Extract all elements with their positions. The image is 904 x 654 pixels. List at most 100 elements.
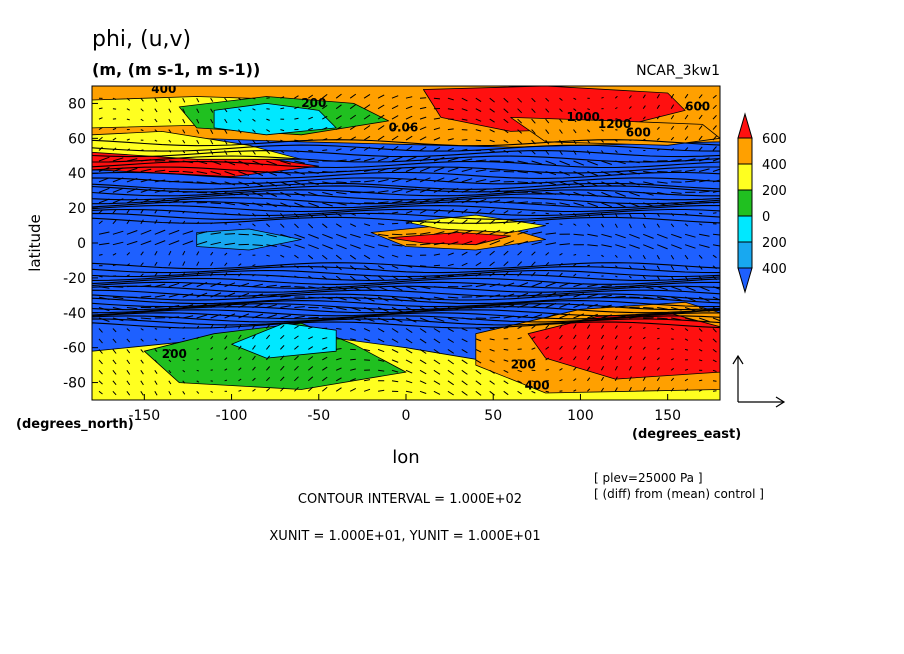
wind-vector (266, 191, 277, 197)
wind-vector (419, 136, 427, 141)
wind-vector (322, 149, 328, 151)
wind-vector (322, 212, 328, 218)
wind-vector (377, 146, 385, 151)
wind-vector (670, 377, 675, 382)
wind-vector (294, 286, 305, 288)
wind-vector (671, 202, 682, 206)
wind-vector (224, 139, 228, 145)
jet-contour-2-4 (92, 277, 720, 285)
wind-vector (503, 359, 509, 362)
wind-vector (224, 324, 228, 329)
wind-vector (140, 251, 144, 256)
wind-vector (322, 191, 333, 196)
contour-interval: CONTOUR INTERVAL = 1.000E+02 (298, 492, 522, 507)
colorbar-swatch (737, 189, 753, 217)
wind-vector (489, 179, 501, 183)
wind-vector (196, 241, 208, 246)
wind-vector (517, 201, 529, 204)
jet-contour-2-6 (92, 285, 720, 293)
wind-vector (405, 156, 417, 162)
wind-vector (447, 263, 454, 267)
wind-vector (126, 328, 131, 332)
wind-vector (684, 388, 689, 392)
wind-vector (154, 118, 158, 123)
wind-vector (391, 189, 403, 193)
wind-vector (168, 272, 172, 277)
wind-vector (349, 147, 357, 151)
wind-vector (671, 191, 682, 194)
wind-vector (628, 355, 632, 361)
wind-vector (684, 338, 689, 341)
wind-vector (322, 115, 328, 120)
field-band-11 (196, 228, 302, 251)
wind-vector (573, 118, 577, 123)
wind-vector (447, 317, 459, 321)
wind-vector (252, 334, 256, 340)
wind-vector (670, 265, 675, 271)
jet-contour-3-3 (92, 306, 720, 314)
wind-vector (671, 307, 682, 311)
contour-label: 200 (162, 347, 187, 361)
wind-vector (335, 367, 342, 371)
wind-vector (196, 191, 208, 194)
wind-vector (140, 229, 152, 235)
wind-vector (489, 348, 495, 352)
wind-vector (405, 135, 413, 141)
wind-vector (350, 296, 361, 302)
contour-label: 0.06 (389, 120, 419, 134)
wind-vector (531, 160, 543, 165)
wind-vector (308, 181, 319, 186)
wind-vector (489, 199, 501, 204)
wind-vector (168, 261, 172, 266)
jet-contour-1-5 (92, 204, 720, 213)
wind-vector (154, 338, 158, 341)
wind-vector (280, 223, 285, 228)
wind-vector (712, 94, 717, 99)
wind-vector (671, 296, 682, 301)
wind-vector (196, 303, 208, 308)
wind-vector (377, 156, 389, 162)
wind-vector (252, 118, 256, 122)
wind-vector (601, 202, 612, 208)
wind-vector (238, 334, 242, 340)
wind-vector (712, 190, 720, 193)
wind-vector (586, 355, 591, 361)
wind-vector (140, 108, 144, 112)
wind-vector (336, 181, 347, 184)
wind-vector (600, 213, 605, 218)
wind-vector (252, 324, 256, 329)
wind-vector (573, 150, 577, 155)
wind-vector (698, 338, 703, 342)
wind-vector (140, 359, 144, 364)
wind-vector (531, 241, 543, 246)
wind-vector (140, 338, 144, 342)
wind-vector (126, 359, 131, 365)
wind-vector (280, 314, 291, 319)
wind-vector (112, 296, 124, 299)
wind-vector (266, 275, 270, 277)
model-label: NCAR_3kw1 (636, 63, 720, 79)
wind-vector (335, 115, 342, 120)
wind-vector (587, 264, 590, 267)
wind-vector (573, 181, 585, 187)
wind-vector (363, 114, 371, 120)
wind-vector (126, 240, 138, 246)
wind-vector (363, 348, 371, 352)
wind-vector (447, 219, 454, 225)
jet-contour-0-4 (92, 160, 720, 169)
wind-vector (587, 313, 598, 319)
wind-vector (657, 296, 668, 300)
contour-label: 200 (301, 96, 326, 110)
field-band-5 (213, 103, 337, 136)
wind-vector (447, 241, 459, 246)
wind-vector (280, 305, 291, 308)
wind-vector (405, 286, 417, 291)
wind-vector (98, 136, 103, 141)
wind-vector (322, 296, 333, 300)
wind-vector (656, 347, 660, 350)
wind-vector (517, 118, 523, 124)
wind-vector (210, 191, 222, 195)
wind-vector (196, 282, 208, 288)
wind-vector (377, 167, 389, 172)
wind-vector (266, 314, 277, 319)
